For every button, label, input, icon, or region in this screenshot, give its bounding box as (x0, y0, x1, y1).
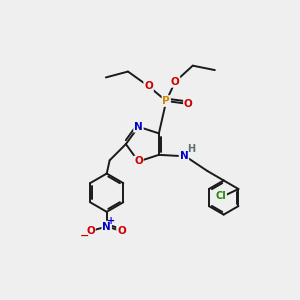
Text: H: H (187, 144, 195, 154)
Text: O: O (117, 226, 126, 236)
Text: O: O (144, 81, 153, 91)
Text: O: O (184, 99, 193, 109)
Text: +: + (107, 216, 115, 226)
Text: N: N (179, 151, 188, 161)
Text: Cl: Cl (215, 191, 226, 201)
Text: O: O (86, 226, 95, 236)
Text: P: P (162, 96, 170, 106)
Text: −: − (80, 231, 89, 241)
Text: O: O (134, 157, 143, 166)
Text: N: N (102, 222, 111, 232)
Text: N: N (134, 122, 143, 132)
Text: O: O (171, 77, 179, 87)
